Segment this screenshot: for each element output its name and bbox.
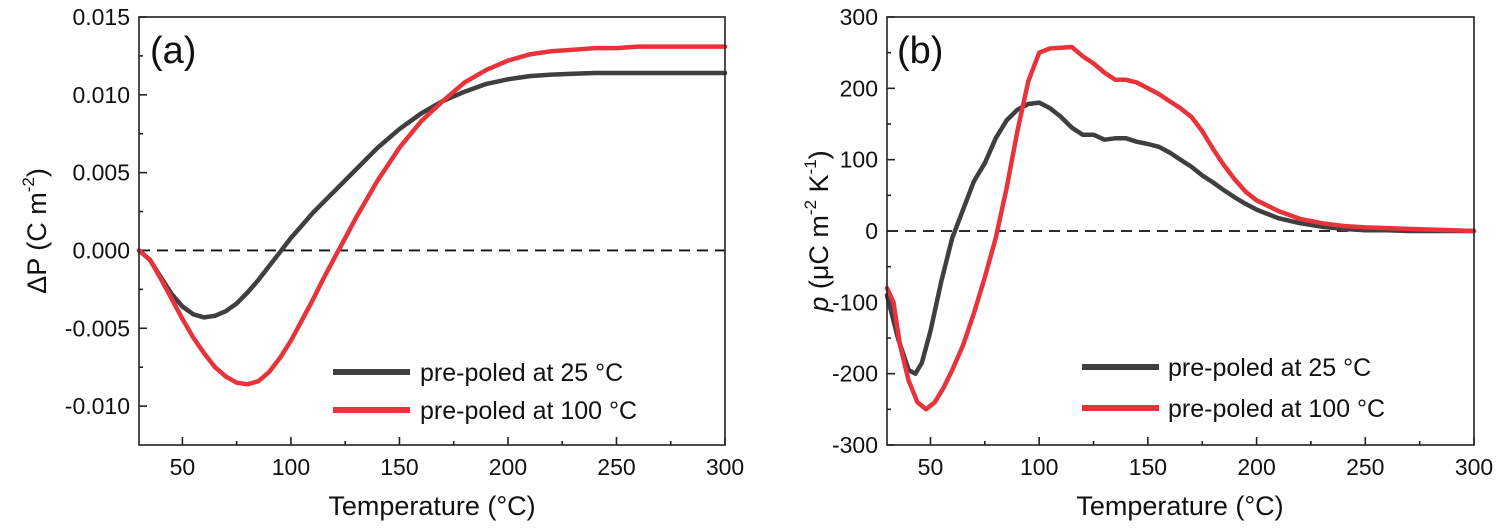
x-tick-label: 100 xyxy=(1020,454,1058,480)
y-tick-label: 200 xyxy=(840,75,878,101)
y-tick-label: -0.005 xyxy=(65,315,130,341)
panel-a-ticks: 50 100 150 200 250 300 -0.010 -0.005 0.000 0.005 0… xyxy=(65,4,744,480)
panel-b: 50 100 150 200 250 300-300-200-1000100200300 … xyxy=(801,4,1493,521)
y-tick-label: 0.000 xyxy=(72,237,130,263)
y-tick-label: 300 xyxy=(840,4,878,30)
panel-b-legend: pre-poled at 25 °C pre-poled at 100 °C xyxy=(1082,354,1385,423)
x-tick-label: 50 xyxy=(918,454,944,480)
y-tick-label: -100 xyxy=(832,289,878,315)
series-line-1 xyxy=(136,70,728,320)
x-tick-label: 100 xyxy=(272,454,310,480)
panel-a-legend-label-2: pre-poled at 100 °C xyxy=(420,397,637,425)
panel-a-legend: pre-poled at 25 °C pre-poled at 100 °C xyxy=(333,359,637,425)
x-tick-label: 50 xyxy=(170,454,196,480)
x-tick-label: 250 xyxy=(597,454,635,480)
panel-b-legend-label-2: pre-poled at 100 °C xyxy=(1168,395,1385,423)
series-line-2 xyxy=(136,44,728,387)
panel-b-frame xyxy=(886,16,1475,446)
panel-b-legend-label-1: pre-poled at 25 °C xyxy=(1168,354,1371,382)
panel-b-series xyxy=(884,44,1477,412)
x-tick-label: 200 xyxy=(1237,454,1275,480)
x-tick-label: 300 xyxy=(1455,454,1493,480)
panel-a: 50 100 150 200 250 300 -0.010 -0.005 0.000 0.005 0… xyxy=(19,4,744,521)
panel-b-label: (b) xyxy=(897,30,943,72)
y-tick-label: 100 xyxy=(840,147,878,173)
panel-a-frame xyxy=(138,16,726,446)
y-tick-label: -300 xyxy=(832,432,878,458)
panel-a-xlabel: Temperature (°C) xyxy=(328,491,535,521)
x-tick-label: 150 xyxy=(1129,454,1167,480)
panel-a-ylabel: ΔP (C m-2) xyxy=(19,168,52,294)
x-tick-label: 250 xyxy=(1346,454,1384,480)
panel-b-ticks: 50 100 150 200 250 300 -300 -200 -100 0 100 200 300 xyxy=(832,4,1493,480)
panel-a-series xyxy=(136,44,728,387)
x-tick-label: 200 xyxy=(489,454,527,480)
panel-b-ylabel: p (μC m-2 K-1) xyxy=(801,150,834,312)
y-tick-label: 0.015 xyxy=(72,4,130,30)
y-tick-label: -0.010 xyxy=(65,393,130,419)
panel-a-label: (a) xyxy=(150,30,196,72)
panel-a-legend-label-1: pre-poled at 25 °C xyxy=(420,359,623,387)
series-line-1 xyxy=(884,100,1477,376)
y-tick-label: -200 xyxy=(832,361,878,387)
y-tick-label: 0 xyxy=(865,218,878,244)
panel-b-xlabel: Temperature (°C) xyxy=(1076,491,1283,521)
y-tick-label: 0.005 xyxy=(72,160,130,186)
series-line-2 xyxy=(884,44,1477,412)
x-tick-label: 300 xyxy=(706,454,744,480)
x-tick-label: 150 xyxy=(380,454,418,480)
y-tick-label: 0.010 xyxy=(72,82,130,108)
